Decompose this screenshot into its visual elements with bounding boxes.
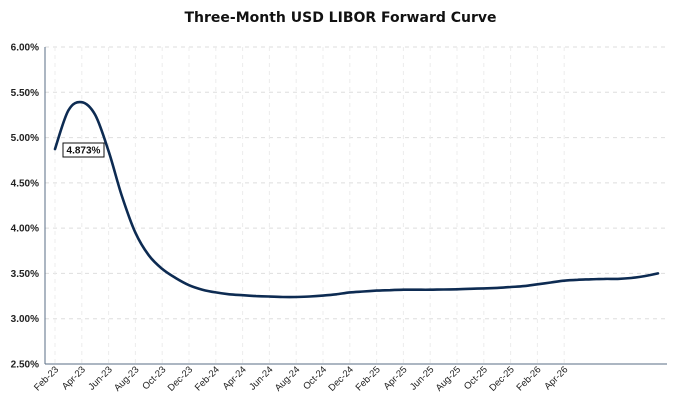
y-tick-label: 3.00% [11,314,39,325]
x-tick-label: Aug-23 [112,364,141,393]
x-tick-label: Apr-23 [60,364,88,392]
series-line [53,100,660,299]
x-tick-label: Aug-24 [273,364,302,393]
chart-title: Three-Month USD LIBOR Forward Curve [184,10,497,26]
annotation-label: 4.873% [67,146,101,157]
annotation-group: 4.873% [62,142,105,158]
y-tick-label: 5.00% [11,133,39,144]
series-group [53,100,660,299]
x-tick-label: Dec-23 [166,364,195,393]
x-tick-label: Dec-25 [487,364,516,393]
x-tick-label: Apr-24 [221,364,249,392]
y-tick-label: 5.50% [11,88,39,99]
y-tick-label: 4.50% [11,178,39,189]
x-tick-label: Apr-26 [542,364,570,392]
y-axis-ticks: 2.50% 3.00% 3.50% 4.00% 4.50% 5.00% 5.50% 6.00% [11,43,39,371]
x-tick-label: Jun-24 [247,364,275,392]
x-tick-label: Dec-24 [326,364,355,393]
x-tick-label: Jun-25 [408,364,436,392]
y-tick-label: 6.00% [11,43,39,54]
x-tick-label: Feb-24 [193,364,222,393]
y-tick-label: 4.00% [11,224,39,235]
x-tick-label: Jun-23 [86,364,114,392]
x-tick-label: Oct-24 [301,364,329,392]
x-tick-label: Feb-25 [354,364,383,393]
x-tick-label: Feb-26 [514,364,543,393]
x-tick-label: Oct-25 [462,364,490,392]
annotation-box [62,142,105,158]
x-axis-ticks: Feb-23Apr-23Jun-23Aug-23Oct-23Dec-23Feb-… [32,364,570,393]
x-tick-label: Oct-23 [140,364,168,392]
y-tick-label: 2.50% [11,360,39,371]
axes [44,47,667,365]
gridlines [45,46,667,364]
x-tick-label: Aug-25 [434,364,463,393]
x-tick-label: Apr-25 [382,364,410,392]
y-tick-label: 3.50% [11,269,39,280]
